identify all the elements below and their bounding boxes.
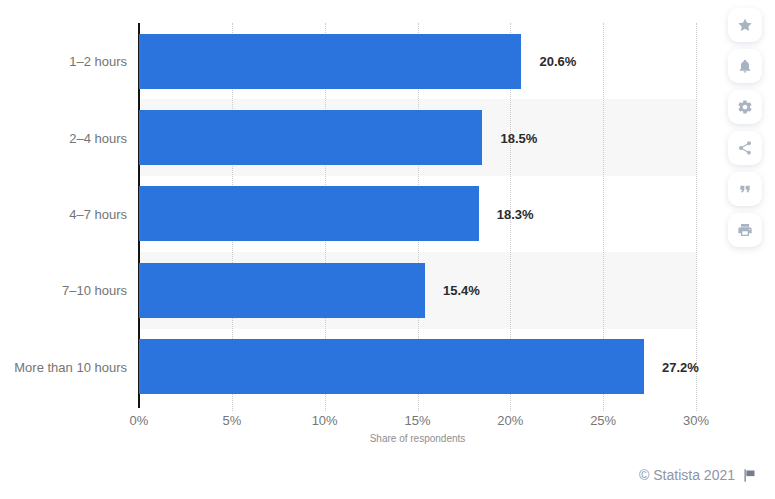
category-label: 7–10 hours (0, 283, 127, 298)
category-label: 1–2 hours (0, 54, 127, 69)
value-label: 15.4% (443, 283, 480, 298)
gridline (696, 23, 697, 411)
plot-area: 1–2 hours20.6%2–4 hours18.5%4–7 hours18.… (139, 23, 696, 405)
chart-row: 2–4 hours18.5% (139, 99, 696, 175)
bar-4 (139, 263, 425, 318)
bar-5 (139, 339, 644, 394)
chart-row: 7–10 hours15.4% (139, 252, 696, 328)
chart-row: More than 10 hours27.2% (139, 329, 696, 405)
settings-button[interactable] (728, 90, 762, 124)
bar-2 (139, 110, 482, 165)
flag-icon (742, 468, 757, 483)
category-label: 4–7 hours (0, 206, 127, 221)
cite-button[interactable] (728, 172, 762, 206)
x-tick-label: 5% (222, 413, 241, 428)
copyright-text[interactable]: © Statista 2021 (639, 467, 735, 483)
bar-3 (139, 186, 479, 241)
x-tick-label: 20% (497, 413, 523, 428)
bell-icon (737, 58, 753, 74)
x-tick-label: 25% (590, 413, 616, 428)
share-button[interactable] (728, 131, 762, 165)
report-flag-button[interactable] (742, 468, 757, 483)
x-axis-label: Share of respondents (139, 433, 696, 444)
star-icon (737, 17, 753, 33)
chart-row: 4–7 hours18.3% (139, 176, 696, 252)
value-label: 18.3% (497, 206, 534, 221)
category-label: 2–4 hours (0, 130, 127, 145)
category-label: More than 10 hours (0, 359, 127, 374)
value-label: 20.6% (539, 54, 576, 69)
bars-layer: 1–2 hours20.6%2–4 hours18.5%4–7 hours18.… (139, 23, 696, 405)
x-tick-label: 0% (130, 413, 149, 428)
print-icon (737, 222, 753, 238)
notification-button[interactable] (728, 49, 762, 83)
sidebar-toolbar (728, 8, 762, 247)
chart-row: 1–2 hours20.6% (139, 23, 696, 99)
x-tick-label: 30% (683, 413, 709, 428)
share-icon (737, 140, 753, 156)
statista-chart-widget: 1–2 hours20.6%2–4 hours18.5%4–7 hours18.… (0, 0, 775, 499)
quote-icon (737, 181, 753, 197)
x-tick-label: 10% (312, 413, 338, 428)
print-button[interactable] (728, 213, 762, 247)
footer: © Statista 2021 (639, 467, 757, 483)
bar-1 (139, 34, 521, 89)
x-tick-label: 15% (404, 413, 430, 428)
favorite-button[interactable] (728, 8, 762, 42)
x-axis-ticks: 0%5%10%15%20%25%30% (139, 413, 696, 429)
value-label: 18.5% (500, 130, 537, 145)
gear-icon (737, 99, 753, 115)
value-label: 27.2% (662, 359, 699, 374)
